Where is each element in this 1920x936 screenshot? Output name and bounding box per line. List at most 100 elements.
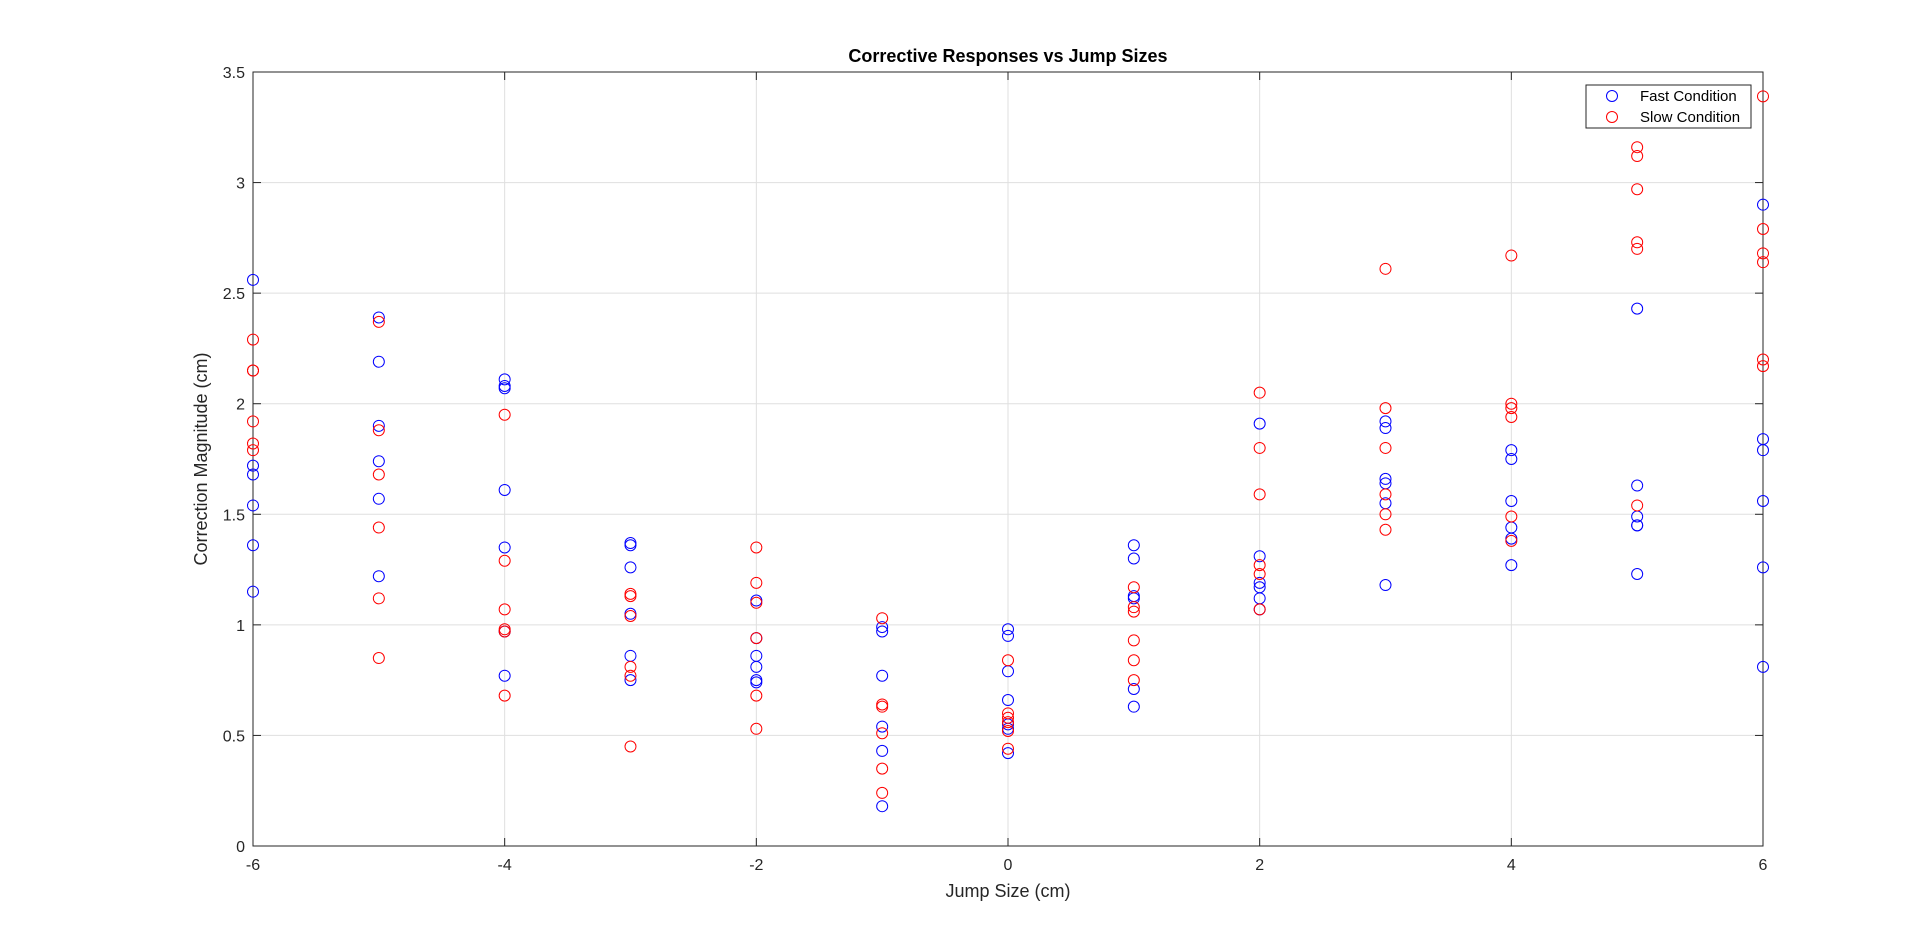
legend-label-fast: Fast Condition bbox=[1640, 88, 1737, 105]
data-point bbox=[372, 468, 385, 481]
x-tick-label: 6 bbox=[1759, 857, 1768, 874]
data-point bbox=[1002, 623, 1014, 636]
data-point bbox=[1631, 567, 1644, 580]
data-point bbox=[498, 541, 511, 554]
data-point bbox=[1253, 488, 1266, 501]
data-point bbox=[498, 669, 511, 682]
data-point bbox=[624, 539, 637, 552]
legend-marker-fast bbox=[1606, 90, 1618, 102]
data-point bbox=[498, 408, 511, 421]
data-point bbox=[624, 649, 637, 662]
data-point bbox=[1127, 654, 1140, 667]
data-point bbox=[1253, 567, 1266, 580]
legend-label-slow: Slow Condition bbox=[1640, 109, 1740, 126]
data-point bbox=[750, 541, 763, 554]
data-point bbox=[876, 698, 889, 711]
data-point bbox=[1379, 508, 1392, 521]
data-point bbox=[1757, 223, 1769, 236]
data-point bbox=[498, 373, 511, 386]
y-tick-label: 3 bbox=[236, 176, 245, 193]
data-point bbox=[372, 570, 385, 583]
data-point bbox=[247, 468, 259, 481]
data-point bbox=[1631, 141, 1644, 154]
data-point bbox=[1002, 716, 1014, 729]
data-point bbox=[372, 419, 385, 432]
data-point bbox=[498, 554, 511, 567]
data-point bbox=[624, 740, 637, 753]
data-point bbox=[1379, 488, 1392, 501]
data-point bbox=[1631, 510, 1644, 523]
data-point bbox=[1127, 682, 1140, 695]
data-point bbox=[876, 762, 889, 775]
x-tick-label: -2 bbox=[749, 857, 763, 874]
y-tick-label: 0 bbox=[236, 839, 245, 856]
series-slow bbox=[247, 90, 1769, 799]
data-point bbox=[876, 744, 889, 757]
data-point bbox=[1631, 150, 1644, 163]
data-point bbox=[1505, 397, 1518, 410]
x-tick-label: -4 bbox=[498, 857, 512, 874]
data-point bbox=[1757, 660, 1769, 673]
data-point bbox=[372, 652, 385, 665]
data-point bbox=[498, 625, 511, 638]
data-point bbox=[750, 722, 763, 735]
data-point bbox=[1253, 386, 1266, 399]
data-point bbox=[1127, 592, 1140, 605]
data-point bbox=[1379, 579, 1392, 592]
data-point bbox=[1002, 747, 1014, 760]
x-axis-title: Jump Size (cm) bbox=[945, 881, 1070, 901]
data-point bbox=[1127, 539, 1140, 552]
data-point bbox=[1505, 410, 1518, 423]
data-point bbox=[1631, 479, 1644, 492]
data-point bbox=[1631, 242, 1644, 255]
data-point bbox=[1002, 654, 1014, 667]
data-point bbox=[247, 539, 259, 552]
data-point bbox=[1379, 422, 1392, 435]
data-point bbox=[1757, 353, 1769, 366]
data-point bbox=[624, 587, 637, 600]
data-point bbox=[876, 669, 889, 682]
data-point bbox=[1757, 495, 1769, 508]
data-point bbox=[1127, 581, 1140, 594]
y-tick-label: 1.5 bbox=[223, 507, 245, 524]
data-point bbox=[876, 786, 889, 799]
data-point bbox=[876, 625, 889, 638]
data-point bbox=[372, 424, 385, 437]
data-point bbox=[1505, 249, 1518, 262]
data-point bbox=[1253, 576, 1266, 589]
data-point bbox=[247, 444, 259, 457]
grid-lines bbox=[252, 71, 1764, 847]
data-point bbox=[1379, 262, 1392, 275]
data-point bbox=[1631, 183, 1644, 196]
legend: Fast Condition Slow Condition bbox=[1585, 84, 1752, 129]
data-point bbox=[1002, 725, 1014, 738]
data-point bbox=[247, 437, 259, 450]
y-tick-label: 1 bbox=[236, 618, 245, 635]
data-point bbox=[1631, 302, 1644, 315]
data-point bbox=[1002, 742, 1014, 755]
data-point bbox=[1757, 360, 1769, 373]
data-point bbox=[1379, 472, 1392, 485]
x-tick-label: 0 bbox=[1004, 857, 1013, 874]
data-point bbox=[1379, 441, 1392, 454]
legend-box bbox=[1585, 84, 1752, 129]
data-point bbox=[1127, 590, 1140, 603]
data-point bbox=[372, 521, 385, 534]
data-point bbox=[1127, 674, 1140, 687]
data-point bbox=[247, 273, 259, 286]
x-tick-label: 2 bbox=[1255, 857, 1264, 874]
data-point bbox=[750, 689, 763, 702]
data-point bbox=[372, 355, 385, 368]
data-point bbox=[624, 537, 637, 550]
data-point bbox=[624, 590, 637, 603]
data-point bbox=[247, 459, 259, 472]
data-point bbox=[1505, 444, 1518, 457]
data-point bbox=[1757, 90, 1769, 103]
data-point bbox=[498, 382, 511, 395]
chart-title: Corrective Responses vs Jump Sizes bbox=[848, 46, 1167, 66]
data-point bbox=[247, 333, 259, 346]
data-point bbox=[1757, 256, 1769, 269]
data-point bbox=[1253, 417, 1266, 430]
